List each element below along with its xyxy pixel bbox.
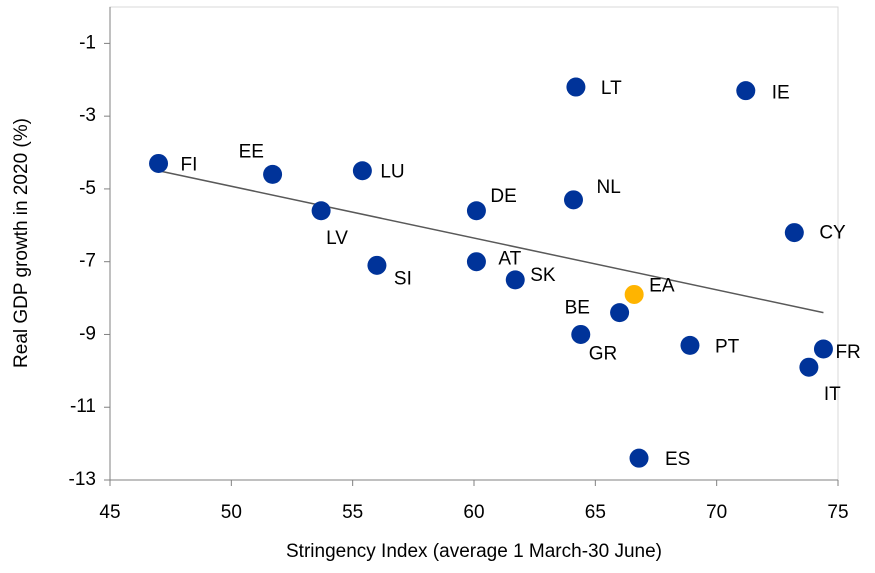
point (784, 223, 804, 243)
point (149, 153, 169, 173)
point-label: GR (589, 343, 618, 364)
point-label: DE (490, 186, 516, 207)
x-tick-label: 75 (827, 502, 848, 523)
y-tick-label: -9 (79, 323, 96, 344)
point-label: FI (181, 154, 198, 175)
point (680, 335, 700, 355)
point-label: IE (772, 83, 790, 104)
plot-border (109, 6, 839, 481)
y-tick-label: -5 (79, 178, 96, 199)
x-tick-label: 70 (706, 502, 727, 523)
point-label: FR (835, 342, 860, 363)
point-label: ES (665, 449, 690, 470)
y-tick-label: -1 (79, 32, 96, 53)
point-label: IT (824, 384, 841, 405)
point (571, 324, 591, 344)
point-label: LT (601, 78, 622, 99)
point (629, 448, 649, 468)
point (566, 77, 586, 97)
x-tick-label: 55 (342, 502, 363, 523)
point-label: SI (394, 268, 412, 289)
point-label: CY (819, 223, 846, 244)
y-tick-label: -7 (79, 251, 96, 272)
point-label: BE (565, 298, 590, 319)
x-tick-label: 65 (585, 502, 606, 523)
point-label: PT (715, 336, 740, 357)
point (466, 252, 486, 272)
point (311, 201, 331, 221)
y-tick-label: -13 (69, 469, 96, 490)
x-tick-label: 50 (221, 502, 242, 523)
x-tick-label: 60 (463, 502, 484, 523)
point-label: NL (596, 177, 620, 198)
point-label: AT (498, 249, 521, 270)
point-label: EE (239, 141, 264, 162)
point (352, 161, 372, 181)
point (813, 339, 833, 359)
point (624, 284, 644, 304)
point-label: SK (530, 265, 556, 286)
point-label: LU (380, 162, 404, 183)
trendline (158, 169, 824, 314)
point (610, 303, 630, 323)
point (799, 357, 819, 377)
point (263, 164, 283, 184)
point-label: EA (649, 275, 675, 296)
point-label: LV (326, 228, 348, 249)
x-tick-label: 45 (99, 502, 120, 523)
point (466, 201, 486, 221)
point (736, 81, 756, 101)
x-axis-title: Stringency Index (average 1 March-30 Jun… (286, 541, 662, 562)
point (505, 270, 525, 290)
point (563, 190, 583, 210)
y-tick-label: -3 (79, 105, 96, 126)
y-axis-title: Real GDP growth in 2020 (%) (11, 118, 32, 368)
y-tick-label: -11 (70, 396, 96, 417)
point (367, 255, 387, 275)
